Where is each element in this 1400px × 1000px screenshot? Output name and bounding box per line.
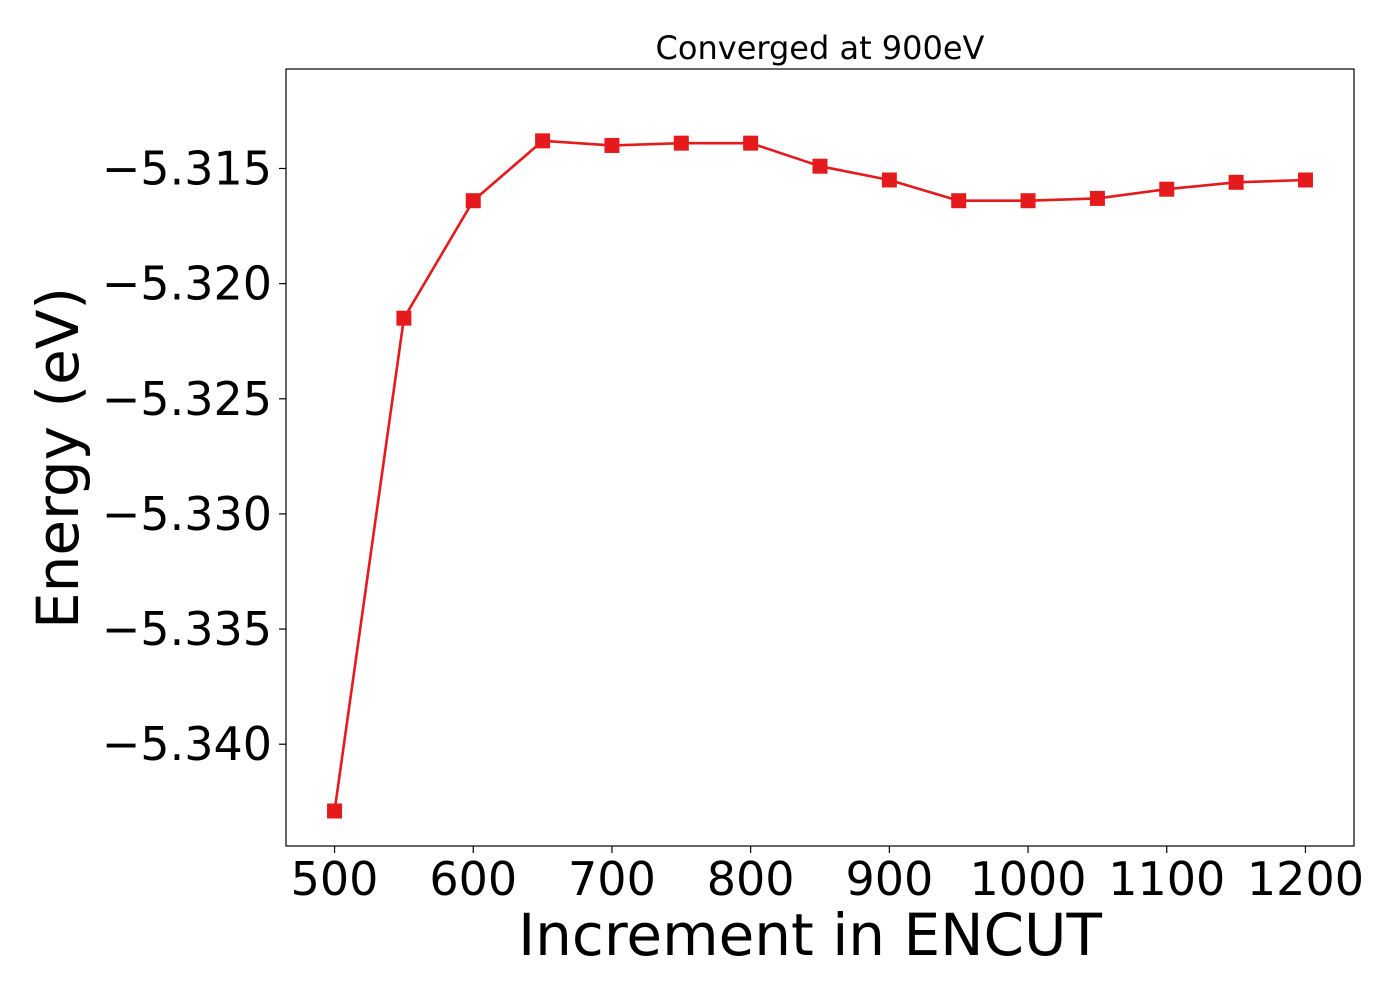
chart-title: Converged at 900eV [656, 29, 985, 67]
series-line [333, 139, 1306, 812]
x-axis-label: Increment in ENCUT [518, 901, 1102, 969]
y-axis-label: Energy (eV) [24, 287, 92, 629]
y-tick-label: −5.315 [102, 141, 272, 195]
data-point-marker [327, 803, 343, 819]
y-tick-label: −5.330 [102, 487, 272, 541]
x-tick-label: 1100 [1108, 852, 1225, 906]
data-point-marker [812, 158, 828, 174]
data-point-marker [951, 193, 967, 209]
data-point-marker [465, 193, 481, 209]
x-tick-label: 1000 [970, 852, 1087, 906]
x-tick-label: 500 [291, 852, 379, 906]
x-tick-label: 900 [845, 852, 933, 906]
x-tick-label: 800 [707, 852, 795, 906]
x-tick-label: 700 [568, 852, 656, 906]
y-tick-label: −5.340 [102, 717, 272, 771]
data-point-marker [604, 137, 620, 153]
y-axis-ticks: −5.340 −5.335 −5.330 −5.325 −5.320 −5.315 [102, 141, 286, 771]
plot-frame [285, 68, 1355, 847]
y-tick-label: −5.320 [102, 257, 272, 311]
data-point-marker [673, 135, 689, 151]
y-tick-label: −5.335 [102, 602, 272, 656]
data-point-marker [396, 310, 412, 326]
y-tick-label: −5.325 [102, 372, 272, 426]
data-point-marker [1228, 174, 1244, 190]
data-point-marker [881, 172, 897, 188]
x-axis-ticks: 500 600 700 800 900 1000 1100 1200 [291, 846, 1364, 906]
x-tick-label: 600 [429, 852, 517, 906]
data-point-marker [1159, 181, 1175, 197]
data-point-marker [743, 135, 759, 151]
data-point-marker [1089, 190, 1105, 206]
data-point-marker [1297, 172, 1313, 188]
plot-area [327, 133, 1313, 819]
data-point-marker [535, 133, 551, 149]
x-tick-label: 1200 [1247, 852, 1364, 906]
data-point-marker [1020, 193, 1036, 209]
